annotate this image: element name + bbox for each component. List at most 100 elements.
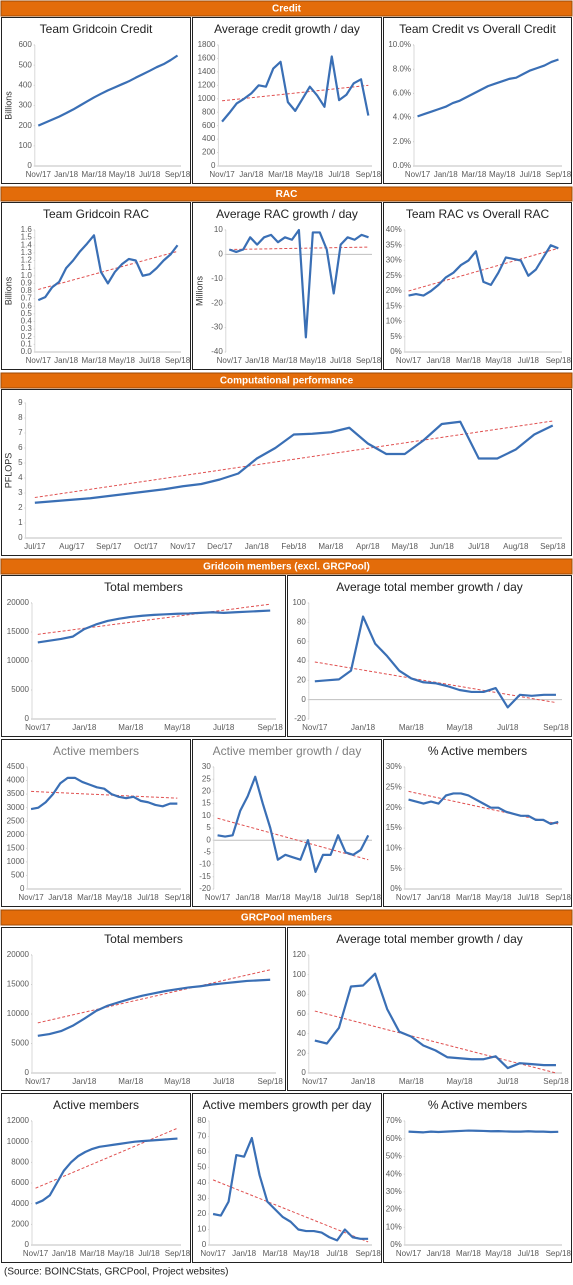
chart-title: Team Gridcoin RAC [43, 207, 149, 221]
y-tick-label: 1.4 [21, 240, 33, 249]
chart-frame [1, 575, 286, 737]
chart-frame [383, 739, 572, 907]
chart-title: Average credit growth / day [214, 22, 360, 36]
chart-frame [192, 739, 382, 907]
x-tick-label: May/18 [108, 1249, 135, 1258]
y-tick-label: 200 [202, 148, 216, 157]
x-tick-label: Jan/18 [426, 1249, 451, 1258]
y-tick-label: 20% [386, 1205, 402, 1214]
section-header [0, 372, 573, 389]
x-tick-label: Sep/18 [546, 356, 572, 365]
section-title: GRCPool members [241, 913, 333, 924]
x-tick-label: Nov/17 [396, 893, 422, 902]
y-tick-label: 0.7 [21, 294, 33, 303]
section-header [0, 909, 573, 926]
x-tick-label: Nov/17 [217, 356, 243, 365]
y-tick-label: 0% [390, 347, 402, 356]
x-tick-label: Aug/17 [59, 542, 85, 551]
y-tick-label: 2.0% [393, 137, 411, 146]
y-tick-label: 0.0 [21, 347, 33, 356]
x-tick-label: Sep/18 [546, 170, 572, 179]
chart-title: Average RAC growth / day [216, 207, 358, 221]
y-tick-label: 80 [297, 617, 306, 626]
chart-frame [1, 1093, 191, 1263]
y-tick-label: 0 [25, 714, 30, 723]
x-tick-label: Apr/18 [356, 542, 380, 551]
y-tick-label: -5 [204, 848, 212, 857]
y-tick-label: 60 [197, 1147, 206, 1156]
x-tick-label: Mar/18 [273, 356, 298, 365]
y-tick-label: 0.1 [21, 339, 33, 348]
y-tick-label: 20000 [7, 598, 30, 607]
x-tick-label: Jan/18 [351, 1077, 376, 1086]
y-tick-label: 400 [202, 134, 216, 143]
x-tick-label: Jul/18 [518, 893, 540, 902]
x-tick-label: Mar/18 [456, 1249, 481, 1258]
x-tick-label: Jan/18 [239, 170, 264, 179]
chart-title: Team RAC vs Overall RAC [406, 207, 550, 221]
x-tick-label: May/18 [109, 356, 136, 365]
x-tick-label: Mar/18 [82, 170, 107, 179]
y-tick-label: 500 [18, 60, 32, 69]
y-tick-label: 2 [18, 503, 23, 512]
x-tick-label: Jan/18 [232, 1249, 257, 1258]
y-tick-label: 6.0% [393, 89, 411, 98]
x-tick-label: Jul/18 [213, 1077, 235, 1086]
chart-title: Active members growth per day [203, 1098, 372, 1112]
x-tick-label: Jul/18 [518, 356, 540, 365]
chart-frame [383, 202, 572, 370]
trend-line [38, 250, 178, 290]
x-tick-label: Nov/17 [405, 170, 431, 179]
x-tick-label: Sep/18 [258, 1077, 284, 1086]
x-tick-label: Jun/18 [430, 542, 455, 551]
y-tick-label: 80 [197, 1116, 206, 1125]
y-tick-label: 5% [390, 332, 402, 341]
trend-line [212, 1179, 369, 1243]
y-tick-label: 40% [386, 225, 402, 234]
y-tick-label: 40 [297, 656, 306, 665]
chart-title: Active members [53, 744, 139, 758]
x-tick-label: Jul/18 [213, 723, 235, 732]
x-tick-label: Jan/18 [426, 893, 451, 902]
x-tick-label: May/18 [295, 893, 322, 902]
x-tick-label: Mar/18 [82, 356, 107, 365]
y-tick-label: 50% [386, 1152, 402, 1161]
y-tick-label: -10 [199, 860, 211, 869]
x-tick-label: Mar/18 [399, 723, 424, 732]
x-tick-label: Sep/17 [96, 542, 122, 551]
x-tick-label: Sep/18 [165, 893, 191, 902]
y-tick-label: 1800 [198, 40, 216, 49]
x-tick-label: May/18 [106, 893, 133, 902]
y-tick-label: 8000 [11, 1157, 29, 1166]
data-line [417, 58, 559, 118]
y-tick-label: 600 [18, 40, 32, 49]
y-tick-label: 0 [301, 695, 306, 704]
x-tick-label: Jan/18 [72, 723, 97, 732]
y-axis-label: Millions [194, 276, 204, 307]
y-tick-label: 60 [297, 637, 306, 646]
y-tick-label: 10 [202, 811, 211, 820]
y-tick-label: 20 [297, 675, 306, 684]
x-tick-label: May/18 [489, 170, 516, 179]
y-tick-label: 1.0 [21, 271, 33, 280]
y-tick-label: 10% [386, 843, 402, 852]
x-tick-label: Feb/18 [281, 542, 306, 551]
x-tick-label: Nov/17 [396, 356, 422, 365]
x-tick-label: Jul/18 [139, 170, 161, 179]
y-tick-label: 10 [214, 225, 223, 234]
y-tick-label: 30% [386, 256, 402, 265]
x-tick-label: Mar/18 [265, 893, 290, 902]
x-tick-label: Sep/18 [355, 1249, 381, 1258]
y-tick-label: 1000 [198, 94, 216, 103]
y-tick-label: 100 [18, 141, 32, 150]
data-line [408, 244, 559, 297]
chart-frame [1, 389, 572, 556]
y-tick-label: 70% [386, 1116, 402, 1125]
y-tick-label: 0.5 [21, 309, 33, 318]
y-tick-label: 3500 [7, 789, 25, 798]
trend-line [408, 247, 559, 292]
y-tick-label: 4000 [7, 776, 25, 785]
x-tick-label: Jul/18 [326, 1249, 348, 1258]
x-tick-label: Jul/18 [328, 170, 350, 179]
x-tick-label: Dec/17 [207, 542, 233, 551]
